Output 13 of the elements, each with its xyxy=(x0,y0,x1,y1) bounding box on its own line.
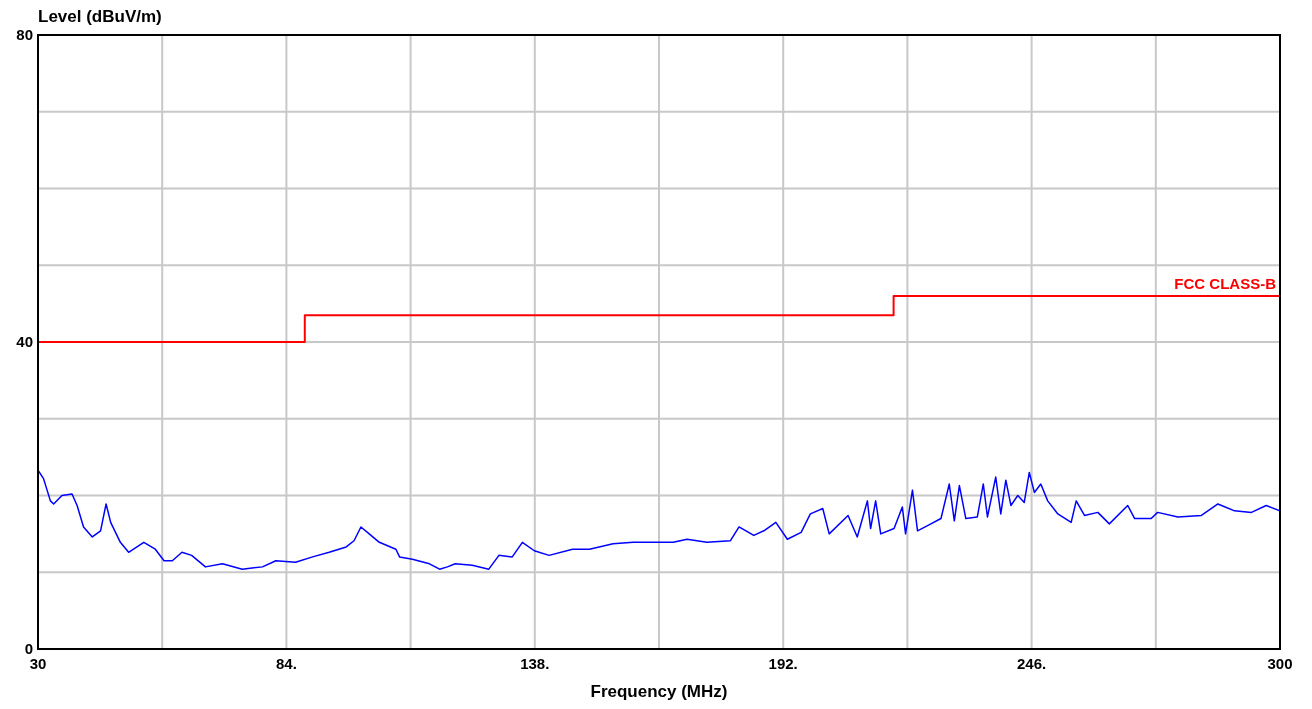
x-tick-label: 192. xyxy=(768,655,798,672)
y-axis-title: Level (dBuV/m) xyxy=(38,7,162,26)
x-tick-label: 246. xyxy=(1017,655,1047,672)
series-label: FCC CLASS-B xyxy=(1174,274,1277,292)
y-tick-label: 80 xyxy=(16,26,33,43)
x-axis-title: Frequency (MHz) xyxy=(590,682,728,701)
x-tick-label: 138. xyxy=(520,655,550,672)
x-tick-label: 300 xyxy=(1267,655,1293,672)
y-tick-label: 0 xyxy=(24,640,33,657)
x-tick-label: 84. xyxy=(275,655,297,672)
x-tick-label: 30 xyxy=(29,655,47,672)
y-tick-label: 40 xyxy=(16,333,33,350)
line-series xyxy=(37,469,1281,570)
